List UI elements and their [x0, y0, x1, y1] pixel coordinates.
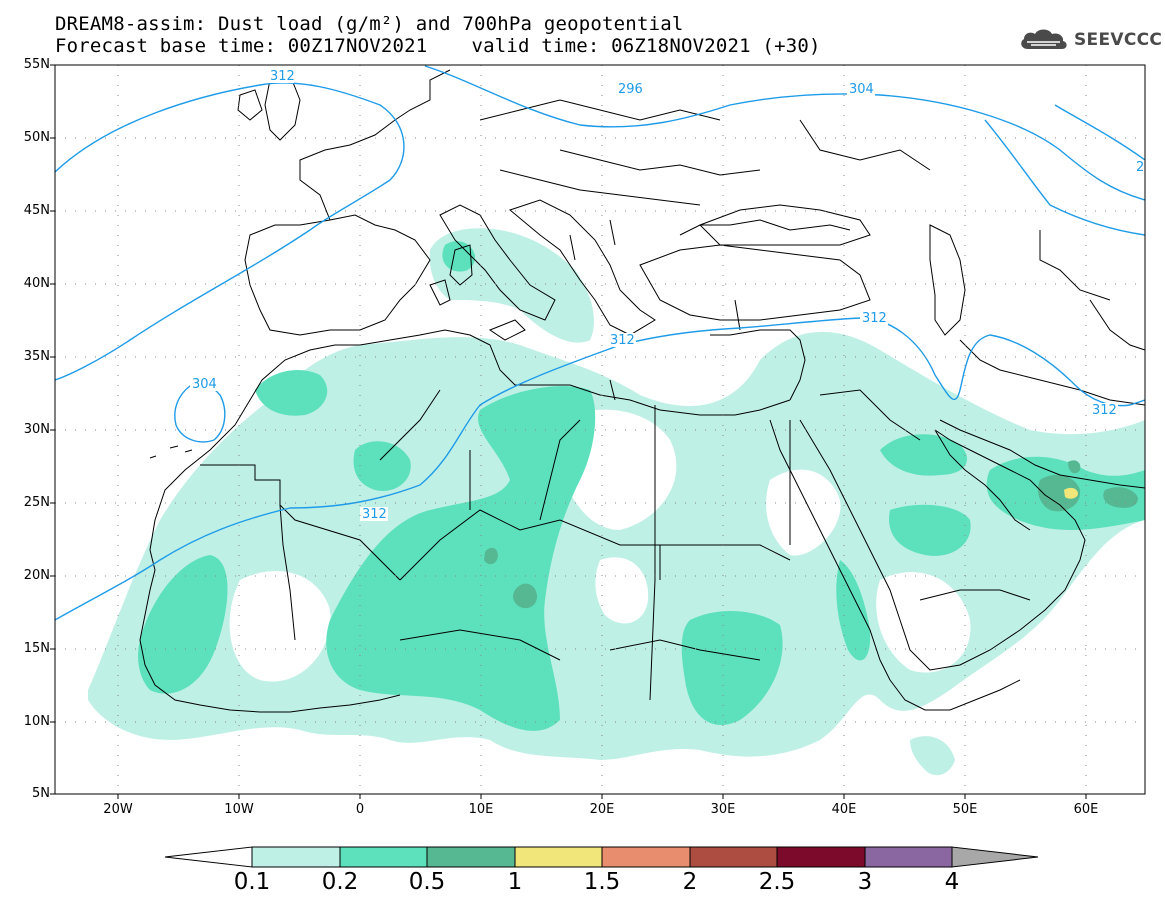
- lon-label: 20E: [589, 802, 615, 817]
- colorbar-low-arrow: [164, 846, 253, 868]
- dust-layer-max: [1064, 487, 1078, 499]
- contour-label-312-east: 312: [862, 311, 887, 326]
- colorbar-bin-1: [251, 846, 341, 868]
- seevccc-logo: SEEVCCC: [1018, 26, 1162, 54]
- colorbar-bin-4: [514, 846, 603, 868]
- lon-label: 20W: [103, 802, 133, 817]
- axis-ticks: [50, 64, 1087, 799]
- lat-label: 20N: [23, 568, 50, 583]
- contour-label-312-med: 312: [610, 333, 635, 348]
- colorbar-bin-5: [601, 846, 691, 868]
- dust-layer-medium: [138, 241, 1145, 731]
- colorbar-label: 0.2: [321, 869, 359, 895]
- lon-label: 60E: [1073, 802, 1099, 817]
- lat-label: 25N: [23, 495, 50, 510]
- colorbar-label: 3: [857, 869, 873, 895]
- lon-label: 30E: [710, 802, 736, 817]
- colorbar-label: 0.1: [233, 869, 271, 895]
- lat-label: 30N: [23, 422, 50, 437]
- lat-label: 35N: [23, 349, 50, 364]
- lat-label: 5N: [32, 786, 50, 801]
- lon-label: 10W: [224, 802, 254, 817]
- contour-labels: 312 296 304 28 304 312 312 312 312: [190, 69, 1153, 522]
- forecast-base-time: Forecast base time: 00Z17NOV2021: [55, 35, 428, 57]
- contour-label-304-north: 304: [849, 82, 874, 97]
- colorbar-label: 0.5: [408, 869, 446, 895]
- valid-time: valid time: 06Z18NOV2021 (+30): [471, 35, 821, 57]
- contour-label-296: 296: [618, 82, 643, 97]
- coastlines: [139, 69, 1145, 713]
- colorbar-label: 1: [507, 869, 523, 895]
- lat-label: 50N: [23, 130, 50, 145]
- contour-label-28: 28: [1136, 160, 1153, 175]
- map-subtitle: Forecast base time: 00Z17NOV2021 valid ti…: [55, 36, 821, 56]
- colorbar: [164, 846, 1039, 868]
- colorbar-label: 1.5: [583, 869, 621, 895]
- colorbar-high-arrow: [951, 846, 1039, 868]
- lon-label: 0: [355, 802, 365, 817]
- map-title: DREAM8-assim: Dust load (g/m²) and 700hP…: [55, 13, 684, 35]
- colorbar-bin-2: [339, 846, 428, 868]
- colorbar-bin-3: [426, 846, 516, 868]
- lat-label: 10N: [23, 714, 50, 729]
- lat-label: 15N: [23, 641, 50, 656]
- cloud-icon: [1021, 29, 1067, 49]
- lat-label: 45N: [23, 203, 50, 218]
- lon-label: 40E: [831, 802, 857, 817]
- colorbar-bin-6: [689, 846, 778, 868]
- colorbar-label: 2: [682, 869, 698, 895]
- lat-label: 55N: [23, 57, 50, 72]
- contour-label-312-iran: 312: [1092, 403, 1117, 418]
- contour-label-312-north: 312: [270, 69, 295, 84]
- colorbar-label: 2.5: [758, 869, 796, 895]
- colorbar-bin-8: [864, 846, 953, 868]
- lon-label: 50E: [952, 802, 978, 817]
- colorbar-label: 4: [944, 869, 960, 895]
- geopotential-contours: [55, 65, 1145, 621]
- contour-label-312-sahara: 312: [362, 507, 387, 522]
- lat-label: 40N: [23, 276, 50, 291]
- contour-label-304-atlantic: 304: [192, 377, 217, 392]
- colorbar-bin-7: [776, 846, 866, 868]
- dust-layer-dark: [484, 460, 1138, 609]
- logo-text: SEEVCCC: [1074, 30, 1163, 50]
- lon-label: 10E: [468, 802, 494, 817]
